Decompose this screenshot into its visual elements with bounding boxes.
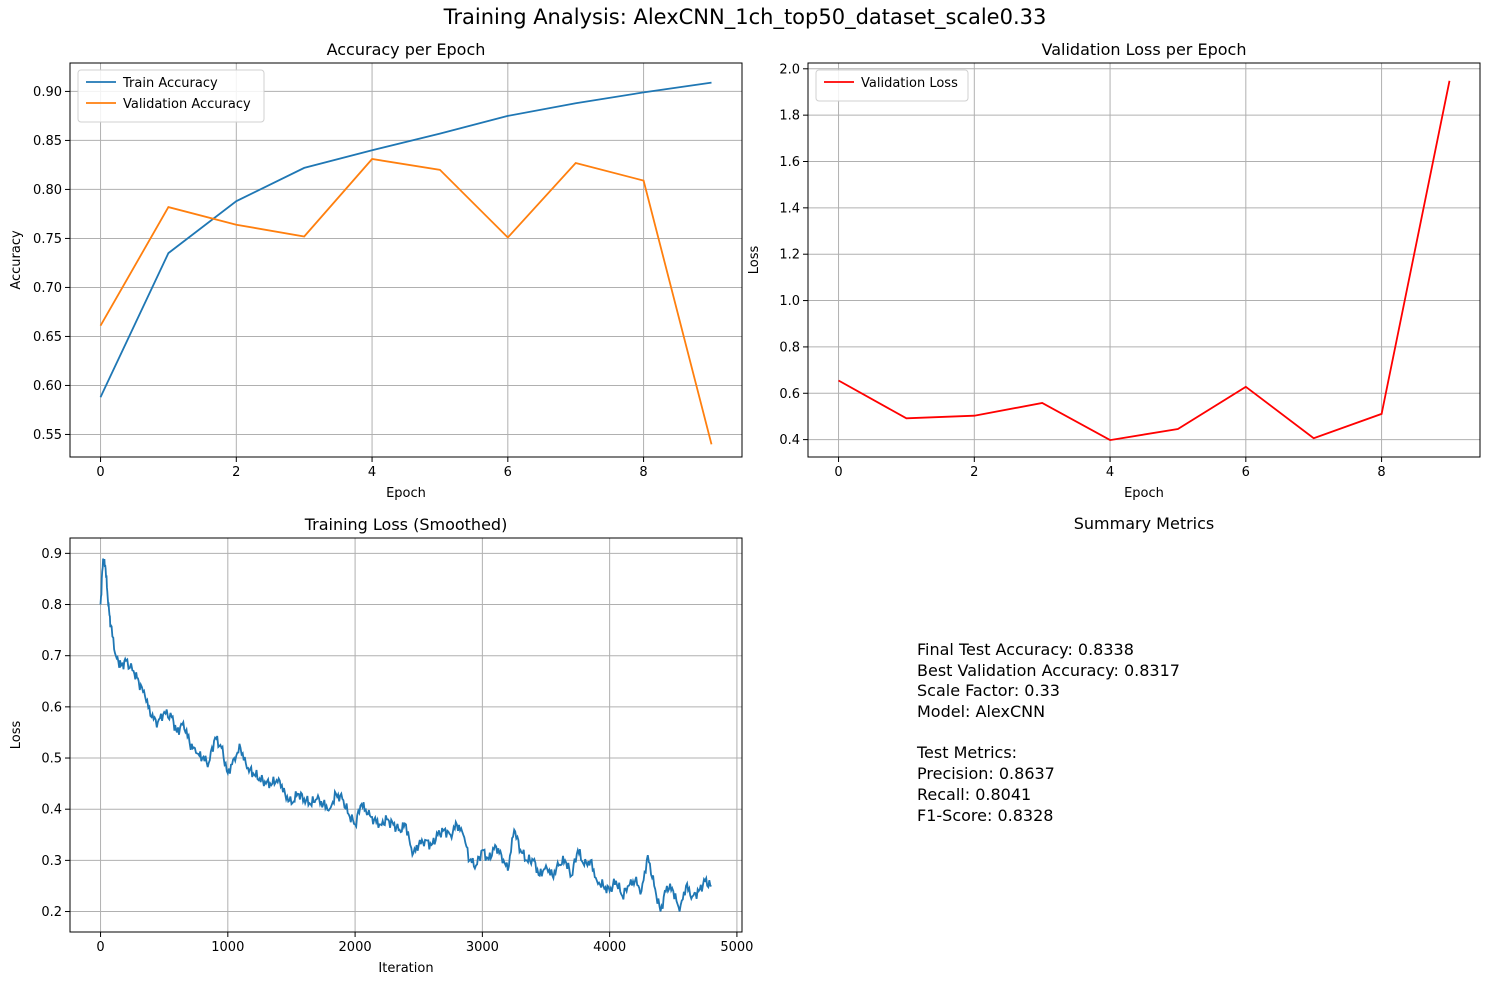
chart-title: Training Loss (Smoothed) [304, 515, 508, 534]
metric-recall: Recall: 0.8041 [917, 784, 1032, 804]
y-tick-label: 0.90 [33, 85, 62, 100]
x-tick-label: 0 [834, 465, 842, 480]
legend: Validation Loss [815, 69, 969, 102]
y-tick-label: 1.0 [779, 294, 800, 309]
metric-blank-line [917, 723, 1180, 744]
y-tick-label: 0.65 [33, 330, 62, 345]
legend-label: Validation Accuracy [123, 97, 251, 112]
chart-train-loss: Training Loss (Smoothed) 0 1000 2000 3000 400… [9, 515, 753, 976]
y-tick-label: 0.3 [41, 854, 62, 869]
axes-frame [807, 62, 1481, 458]
y-tick-label: 0.8 [41, 598, 62, 613]
metric-best-validation-accuracy: Best Validation Accuracy: 0.8317 [917, 660, 1180, 680]
axes-frame [69, 537, 743, 933]
y-tick-label: 0.8 [779, 340, 800, 355]
chart-title: Validation Loss per Epoch [1042, 40, 1247, 59]
y-tick-label: 2.0 [779, 62, 800, 77]
series-line-1 [838, 80, 1451, 442]
y-tick-label: 0.75 [33, 232, 62, 247]
y-tick-label: 1.8 [779, 109, 800, 124]
y-tick-label: 1.4 [779, 201, 800, 216]
y-axis-label: Loss [9, 721, 24, 750]
y-tick-label: 0.80 [33, 183, 62, 198]
y-tick-label: 0.60 [33, 379, 62, 394]
y-tick-label: 0.2 [41, 905, 62, 920]
x-tick-label: 4000 [593, 940, 626, 955]
x-tick-label: 2000 [339, 940, 372, 955]
x-tick-label: 0 [96, 940, 104, 955]
y-tick-label: 0.55 [33, 428, 62, 443]
legend-box [815, 69, 969, 102]
chart-accuracy: Accuracy per Epoch 0 2 4 6 8 0.55 0.60 0.65 0.70 0… [9, 40, 743, 501]
y-tick-label: 0.6 [779, 387, 800, 402]
metric-precision: Precision: 0.8637 [917, 764, 1055, 784]
axes-frame [69, 62, 743, 458]
series-line-1 [99, 558, 712, 912]
x-tick-label: 6 [504, 465, 512, 480]
summary-metrics-text: Final Test Accuracy: 0.8338 Best Validat… [917, 640, 1180, 826]
series-line-1 [99, 81, 712, 398]
y-tick-label: 0.4 [779, 433, 800, 448]
y-tick-label: 0.9 [41, 547, 62, 562]
series-line-2 [99, 158, 713, 445]
summary-title: Summary Metrics [1073, 514, 1215, 533]
x-tick-label: 0 [96, 465, 104, 480]
x-axis-label: Epoch [1124, 486, 1164, 501]
y-tick-label: 1.6 [779, 155, 800, 170]
x-tick-label: 2 [232, 465, 240, 480]
x-tick-label: 4 [368, 465, 376, 480]
y-tick-label: 0.4 [41, 803, 62, 818]
metric-final-test-accuracy: Final Test Accuracy: 0.8338 [917, 640, 1134, 659]
legend: Train Accuracy Validation Accuracy [77, 69, 265, 123]
figure-title: Training Analysis: AlexCNN_1ch_top50_dat… [443, 5, 1047, 29]
y-axis-label: Loss [747, 246, 762, 275]
y-tick-label: 0.70 [33, 281, 62, 296]
x-tick-label: 3000 [466, 940, 499, 955]
y-tick-label: 0.7 [41, 649, 62, 664]
x-tick-label: 5000 [720, 940, 753, 955]
x-tick-label: 2 [970, 465, 978, 480]
metric-model: Model: AlexCNN [917, 702, 1046, 722]
chart-title: Accuracy per Epoch [327, 40, 486, 59]
x-tick-label: 6 [1242, 465, 1250, 480]
metric-test-metrics-heading: Test Metrics: [917, 743, 1018, 763]
x-tick-label: 8 [1377, 465, 1385, 480]
y-tick-label: 0.85 [33, 134, 62, 149]
y-tick-label: 0.5 [41, 752, 62, 767]
legend-label: Validation Loss [861, 76, 958, 91]
y-tick-label: 0.6 [41, 700, 62, 715]
x-tick-label: 8 [639, 465, 647, 480]
y-tick-label: 1.2 [779, 248, 800, 263]
legend-label: Train Accuracy [122, 76, 218, 91]
metric-f1-score: F1-Score: 0.8328 [917, 805, 1054, 825]
metric-scale-factor: Scale Factor: 0.33 [917, 681, 1060, 701]
y-axis-label: Accuracy [9, 230, 24, 290]
chart-val-loss: Validation Loss per Epoch 0 2 4 6 8 0.4 0.6 0.8 1… [747, 40, 1481, 501]
x-tick-label: 1000 [211, 940, 244, 955]
x-axis-label: Iteration [378, 961, 433, 976]
x-axis-label: Epoch [386, 486, 426, 501]
legend-box [77, 69, 265, 123]
x-tick-label: 4 [1106, 465, 1114, 480]
